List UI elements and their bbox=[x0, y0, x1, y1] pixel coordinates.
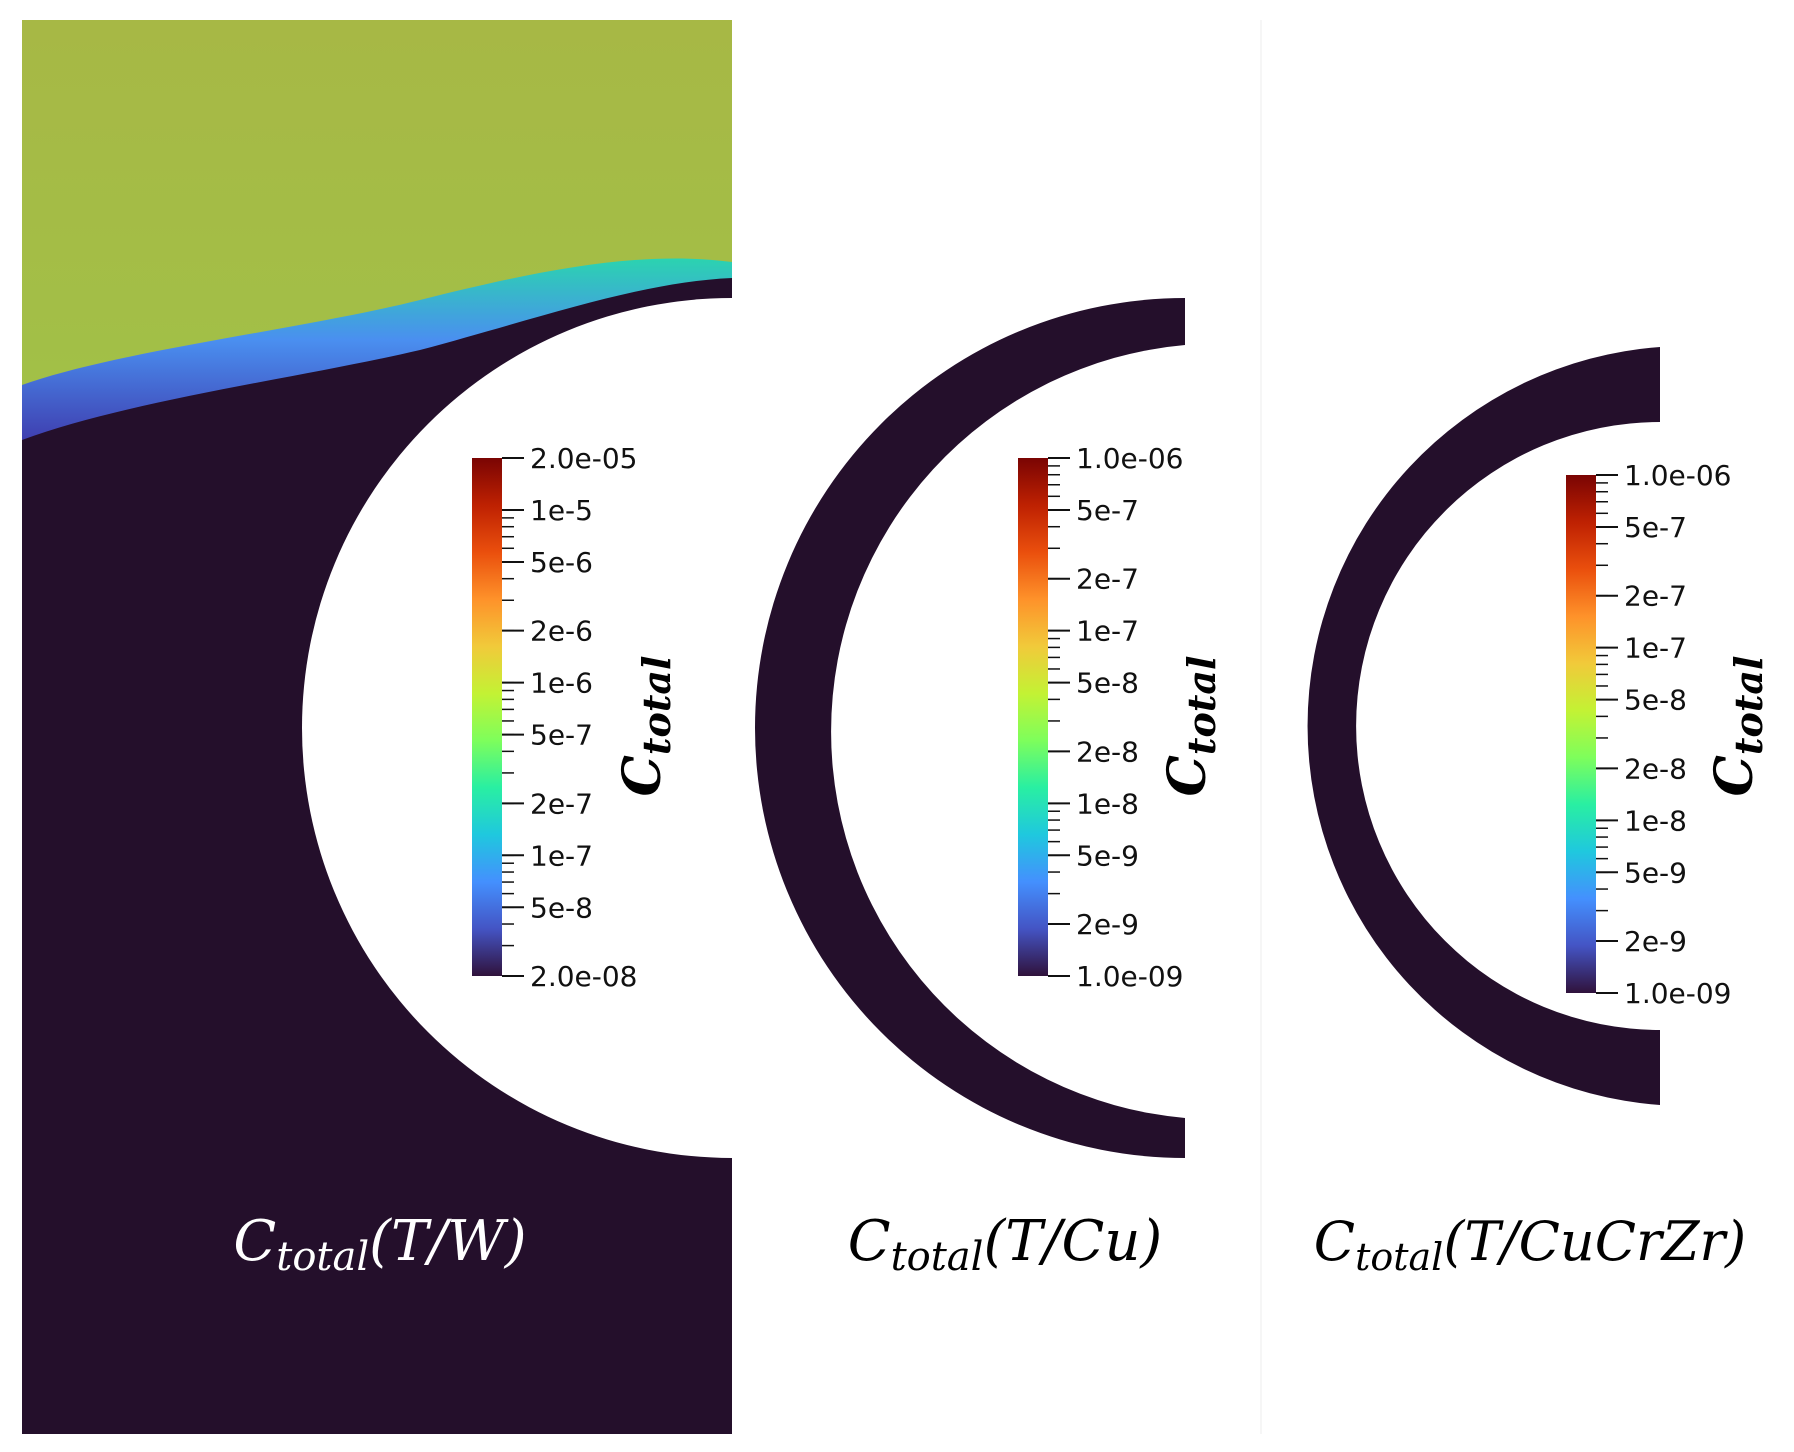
colorbar-tick-label: 2e-7 bbox=[1624, 580, 1687, 613]
colorbar-tick-label: 1e-8 bbox=[1624, 804, 1687, 837]
colorbar-tick-label: 2e-8 bbox=[1624, 752, 1687, 785]
colorbar-gradient bbox=[1018, 458, 1048, 976]
colorbar-tick-label: 2e-7 bbox=[530, 787, 593, 820]
colorbar-title: Ctotal bbox=[612, 656, 679, 797]
colorbar-tick-label: 5e-8 bbox=[530, 891, 593, 924]
colorbar-tick-label: 2.0e-05 bbox=[530, 442, 638, 475]
colorbar-cucrzr: 1.0e-06 5e-7 2e-7 1e-7 5e-8 2e-8 1e-8 5e-9 2e-9 1… bbox=[1566, 459, 1771, 1010]
colorbar-tick-label: 1e-7 bbox=[530, 839, 593, 872]
colorbar-gradient bbox=[472, 458, 502, 976]
panel-tungsten bbox=[22, 20, 732, 1434]
colorbar-tick-label: 1e-7 bbox=[1624, 632, 1687, 665]
panel-title-copper: Ctotal(T/Cu) bbox=[848, 1209, 1163, 1280]
colorbar-tick-label: 1.0e-09 bbox=[1624, 977, 1732, 1010]
colorbar-tick-label: 1.0e-09 bbox=[1076, 960, 1184, 993]
panel-copper-ring bbox=[755, 298, 1185, 1158]
colorbar-title: Ctotal bbox=[1704, 656, 1771, 797]
panel-title-tungsten: Ctotal(T/W) bbox=[233, 1209, 526, 1280]
colorbar-tick-label: 1e-8 bbox=[1076, 787, 1139, 820]
colorbar-tick-label: 1.0e-06 bbox=[1076, 442, 1184, 475]
panel-cucrzr-ring bbox=[1307, 347, 1660, 1105]
colorbar-tick-label: 2e-9 bbox=[1076, 908, 1139, 941]
colorbar-gradient bbox=[1566, 475, 1596, 993]
colorbar-tick-label: 1e-7 bbox=[1076, 615, 1139, 648]
colorbar-tick-label: 2e-9 bbox=[1624, 925, 1687, 958]
colorbar-tick-label: 5e-7 bbox=[530, 719, 593, 752]
panel-title-cucrzr: Ctotal(T/CuCrZr) bbox=[1314, 1210, 1746, 1279]
colorbar-tick-label: 5e-7 bbox=[1076, 494, 1139, 527]
colorbar-tick-label: 5e-6 bbox=[530, 546, 593, 579]
colorbar-tick-label: 2.0e-08 bbox=[530, 960, 638, 993]
colorbar-copper: 1.0e-06 5e-7 2e-7 1e-7 5e-8 2e-8 1e-8 5e-9 2e-9 1… bbox=[1018, 442, 1224, 993]
colorbar-tick-label: 5e-9 bbox=[1624, 856, 1687, 889]
tungsten-hole bbox=[302, 298, 732, 1158]
colorbar-tungsten: 2.0e-05 1e-5 5e-6 2e-6 1e-6 5e-7 2e-7 1e-7 5e-8 2… bbox=[472, 442, 679, 993]
colorbar-tick-label: 1e-6 bbox=[530, 667, 593, 700]
colorbar-title: Ctotal bbox=[1157, 656, 1224, 797]
colorbar-tick-label: 1.0e-06 bbox=[1624, 459, 1732, 492]
colorbar-tick-label: 5e-8 bbox=[1624, 684, 1687, 717]
colorbar-tick-label: 5e-9 bbox=[1076, 839, 1139, 872]
colorbar-tick-label: 1e-5 bbox=[530, 494, 593, 527]
colorbar-tick-label: 5e-7 bbox=[1624, 511, 1687, 544]
colorbar-tick-label: 2e-8 bbox=[1076, 735, 1139, 768]
colorbar-tick-label: 2e-7 bbox=[1076, 563, 1139, 596]
colorbar-tick-label: 2e-6 bbox=[530, 615, 593, 648]
colorbar-tick-label: 5e-8 bbox=[1076, 667, 1139, 700]
